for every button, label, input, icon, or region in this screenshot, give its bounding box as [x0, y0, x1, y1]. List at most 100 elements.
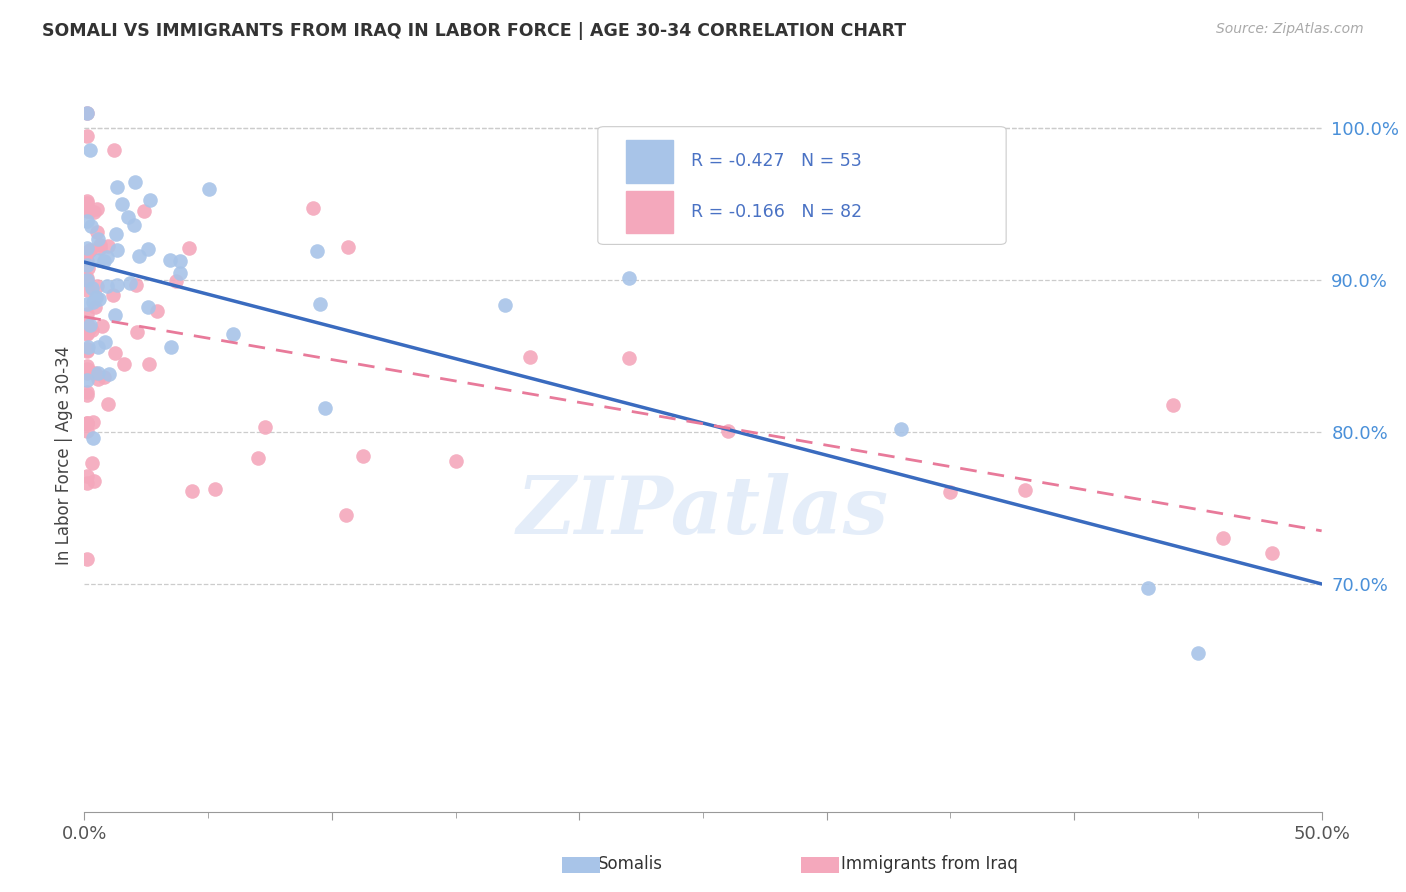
Point [169, 253, 191, 268]
Point [76, 214, 98, 228]
Text: ZIPatlas: ZIPatlas [517, 474, 889, 550]
Point [204, 482, 226, 496]
Point [76, 343, 98, 357]
Point [76, 552, 98, 566]
Point [97, 397, 120, 411]
Point [136, 243, 159, 257]
Point [111, 196, 134, 211]
Point [96, 278, 118, 293]
Point [98, 367, 121, 381]
Point [83, 205, 105, 219]
Point [76, 194, 98, 208]
Point [890, 422, 912, 436]
Point [120, 276, 142, 290]
Point [1137, 582, 1160, 596]
Point [103, 143, 125, 157]
Point [125, 278, 148, 293]
Point [117, 210, 139, 224]
Text: SOMALI VS IMMIGRANTS FROM IRAQ IN LABOR FORCE | AGE 30-34 CORRELATION CHART: SOMALI VS IMMIGRANTS FROM IRAQ IN LABOR … [42, 22, 907, 40]
Point [122, 219, 145, 233]
Point [76, 468, 98, 483]
Point [87, 340, 110, 354]
Point [79, 320, 101, 334]
Point [76, 106, 98, 120]
Point [247, 451, 270, 466]
Point [91, 319, 114, 334]
Point [1014, 483, 1036, 498]
Point [76, 271, 98, 285]
Point [76, 204, 98, 219]
Text: Somalis: Somalis [598, 855, 662, 873]
Point [82, 295, 104, 310]
Point [89, 238, 111, 252]
Point [83, 300, 105, 314]
Point [146, 303, 169, 318]
Point [444, 454, 467, 468]
Point [139, 193, 162, 207]
Point [494, 298, 516, 312]
Bar [562, 857, 600, 873]
Point [82, 430, 104, 444]
Point [104, 227, 127, 242]
Point [77, 363, 100, 377]
Point [79, 243, 101, 257]
Point [76, 246, 98, 260]
Point [76, 344, 98, 359]
Bar [626, 191, 673, 234]
Point [79, 243, 101, 257]
Bar [626, 140, 673, 183]
Point [76, 416, 98, 430]
Point [104, 308, 127, 322]
Point [76, 366, 98, 380]
Point [76, 273, 98, 287]
Point [717, 424, 740, 438]
Point [302, 202, 325, 216]
Point [222, 327, 245, 342]
Point [179, 241, 201, 255]
Point [112, 357, 135, 371]
Point [128, 250, 150, 264]
Point [76, 129, 98, 144]
Point [87, 232, 110, 246]
Point [101, 288, 124, 302]
Point [86, 202, 108, 217]
Point [86, 225, 108, 239]
Point [97, 238, 120, 252]
Point [169, 266, 191, 280]
Point [86, 278, 108, 293]
Point [80, 322, 103, 336]
Point [76, 317, 98, 331]
Point [76, 385, 98, 400]
Point [76, 362, 98, 376]
Point [939, 485, 962, 500]
Point [89, 241, 111, 255]
Point [86, 372, 108, 386]
Point [76, 359, 98, 374]
Point [79, 143, 101, 157]
Point [84, 290, 107, 304]
FancyBboxPatch shape [598, 127, 1007, 244]
Point [1261, 546, 1284, 560]
Point [76, 106, 98, 120]
Point [1212, 531, 1234, 545]
Text: Immigrants from Iraq: Immigrants from Iraq [841, 855, 1018, 873]
Point [76, 326, 98, 341]
Point [76, 307, 98, 321]
Point [76, 343, 98, 358]
Point [76, 283, 98, 297]
Point [105, 179, 128, 194]
Point [617, 271, 640, 285]
Point [105, 243, 128, 257]
Point [80, 219, 103, 233]
Point [79, 318, 101, 332]
Point [93, 253, 115, 268]
Point [96, 250, 118, 264]
Point [305, 244, 328, 259]
Point [314, 401, 336, 415]
Point [80, 456, 103, 470]
Point [80, 281, 103, 295]
Point [76, 373, 98, 387]
Bar [801, 857, 839, 873]
Point [79, 203, 101, 218]
Point [76, 253, 98, 268]
